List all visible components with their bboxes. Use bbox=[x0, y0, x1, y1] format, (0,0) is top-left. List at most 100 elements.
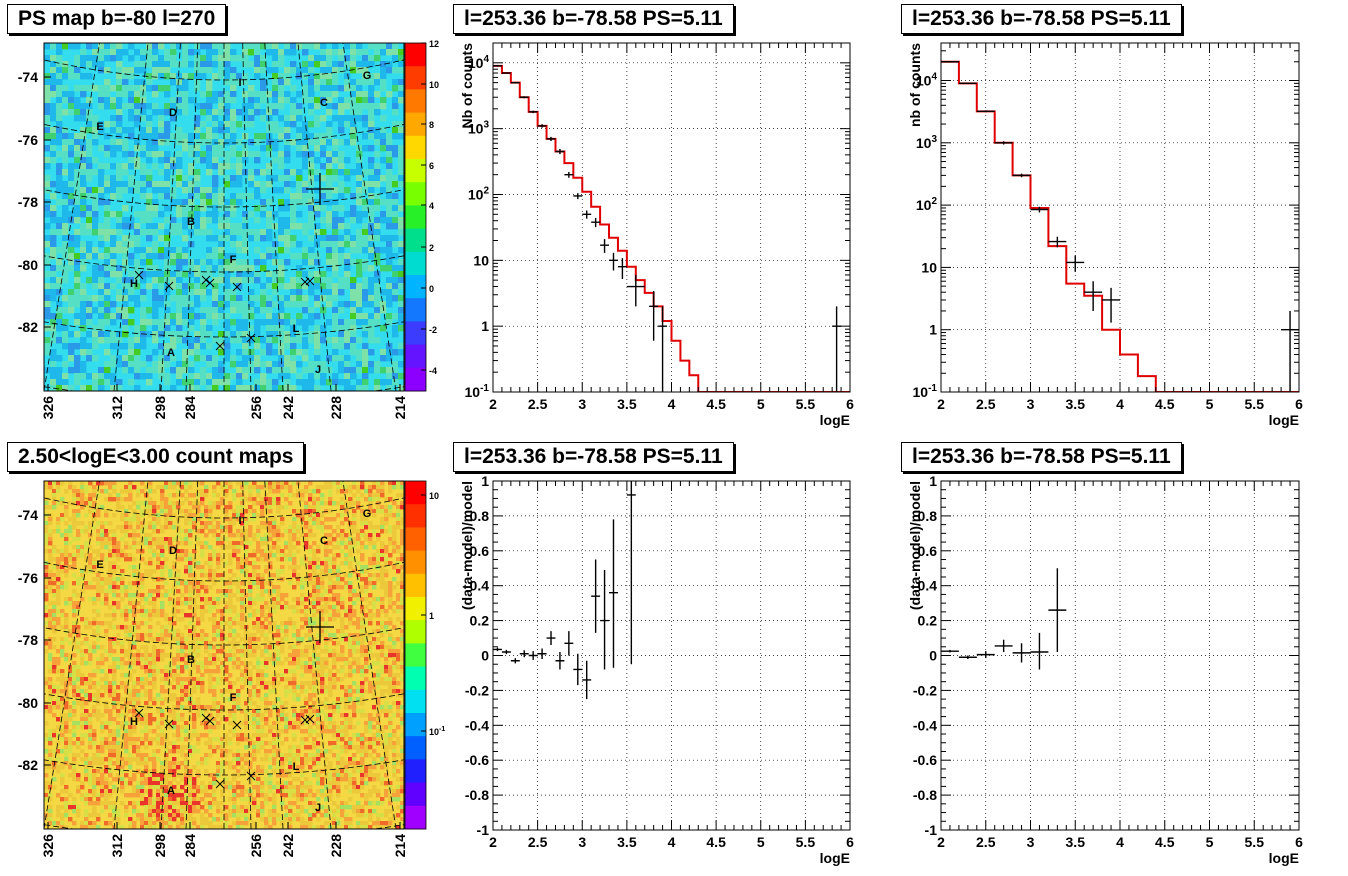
count-map-cell bbox=[312, 517, 317, 522]
count-map-cell bbox=[84, 637, 89, 642]
count-map-cell bbox=[216, 645, 221, 650]
ps-map-cell bbox=[380, 73, 387, 80]
ps-map-cell bbox=[392, 205, 399, 212]
count-map-cell bbox=[336, 525, 341, 530]
count-map-cell bbox=[48, 625, 53, 630]
count-map-cell bbox=[232, 553, 237, 558]
ps-map-cell bbox=[170, 217, 177, 224]
count-map-cell bbox=[256, 557, 261, 562]
count-map-cell bbox=[228, 629, 233, 634]
count-map-cell bbox=[144, 525, 149, 530]
ps-map-cell bbox=[278, 337, 285, 344]
ps-map-region-label: L bbox=[293, 323, 300, 335]
ps-map-cell bbox=[278, 205, 285, 212]
ps-map-cell bbox=[296, 127, 303, 134]
count-map-cell bbox=[208, 657, 213, 662]
ps-map-cell bbox=[80, 337, 87, 344]
ps-map-cell bbox=[56, 289, 63, 296]
count-map-cell bbox=[196, 501, 201, 506]
count-map-cell bbox=[280, 649, 285, 654]
ps-map-cell bbox=[272, 259, 279, 266]
count-map-cell bbox=[340, 633, 345, 638]
ps-map-cell bbox=[206, 133, 213, 140]
count-map-cell bbox=[128, 553, 133, 558]
count-map-cell bbox=[108, 585, 113, 590]
count-map-cell bbox=[340, 513, 345, 518]
ps-map-cell bbox=[206, 247, 213, 254]
ps-map-cell bbox=[128, 187, 135, 194]
count-map-cell bbox=[228, 521, 233, 526]
ps-map-cell bbox=[326, 109, 333, 116]
count-map-cell bbox=[96, 577, 101, 582]
count-map-cell bbox=[352, 661, 357, 666]
count-map-cell bbox=[284, 529, 289, 534]
count-map-cell bbox=[312, 597, 317, 602]
count-map-cell bbox=[216, 573, 221, 578]
ps-map-cell bbox=[296, 277, 303, 284]
count-map-cell bbox=[332, 633, 337, 638]
ps-map-cell bbox=[218, 109, 225, 116]
count-map-cell bbox=[336, 573, 341, 578]
ps-map-cell bbox=[278, 133, 285, 140]
ps-map-cell bbox=[194, 73, 201, 80]
ps-map-cell bbox=[392, 283, 399, 290]
ps-map-cell bbox=[146, 145, 153, 152]
ps-map-cell bbox=[326, 181, 333, 188]
count-map-cell bbox=[356, 621, 361, 626]
count-map-cell bbox=[216, 609, 221, 614]
count-map-cell bbox=[340, 657, 345, 662]
ps-map-cell bbox=[344, 259, 351, 266]
count-map-cell bbox=[252, 581, 257, 586]
count-map-cell bbox=[368, 581, 373, 586]
ps-map-cell bbox=[350, 235, 357, 242]
count-map-cell bbox=[244, 533, 249, 538]
count-map-cell bbox=[136, 565, 141, 570]
count-map-cell bbox=[268, 537, 273, 542]
ps-map-cell bbox=[254, 355, 261, 362]
ps-map-longitude-line bbox=[297, 43, 332, 391]
ps-map-cell bbox=[260, 187, 267, 194]
ps-map-y-tick-label: -82 bbox=[18, 319, 38, 335]
count-map-cell bbox=[108, 665, 113, 670]
count-map-cell bbox=[308, 505, 313, 510]
count-map-cell bbox=[204, 505, 209, 510]
count-map-cell bbox=[52, 557, 57, 562]
count-map-cell bbox=[300, 533, 305, 538]
ps-map-cell bbox=[134, 121, 141, 128]
ps-map-cell bbox=[224, 253, 231, 260]
ps-map-cell bbox=[248, 43, 255, 50]
ps-map-cell bbox=[80, 313, 87, 320]
ps-map-cell bbox=[302, 259, 309, 266]
ps-map-cell bbox=[374, 205, 381, 212]
ps-map-cell bbox=[200, 109, 207, 116]
ps-map-cell bbox=[80, 145, 87, 152]
count-map-cell bbox=[72, 621, 77, 626]
count-map-cell bbox=[388, 505, 393, 510]
ps-map-cell bbox=[86, 193, 93, 200]
ps-map-cell bbox=[128, 337, 135, 344]
ps-map-cell bbox=[332, 205, 339, 212]
count-map-cell bbox=[88, 557, 93, 562]
ps-map-cell bbox=[200, 73, 207, 80]
ps-map-cell bbox=[242, 235, 249, 242]
count-map-cell bbox=[180, 509, 185, 514]
count-map-cell bbox=[204, 665, 209, 670]
ps-map-cell bbox=[332, 103, 339, 110]
ps-map-cell bbox=[206, 211, 213, 218]
ps-map-cell bbox=[170, 247, 177, 254]
ps-map-cell bbox=[242, 91, 249, 98]
count-map-cell bbox=[116, 541, 121, 546]
count-map-cell bbox=[384, 561, 389, 566]
count-map-cell bbox=[364, 645, 369, 650]
ps-map-cell bbox=[290, 121, 297, 128]
count-map-cell bbox=[64, 569, 69, 574]
ps-map-cell bbox=[386, 187, 393, 194]
count-map-cell bbox=[80, 497, 85, 502]
count-map-cell bbox=[376, 609, 381, 614]
count-map-cell bbox=[68, 517, 73, 522]
count-map-cell bbox=[140, 525, 145, 530]
count-map-cell bbox=[108, 589, 113, 594]
count-map-cell bbox=[84, 617, 89, 622]
count-map-cell bbox=[312, 553, 317, 558]
ps-map-cell bbox=[266, 121, 273, 128]
